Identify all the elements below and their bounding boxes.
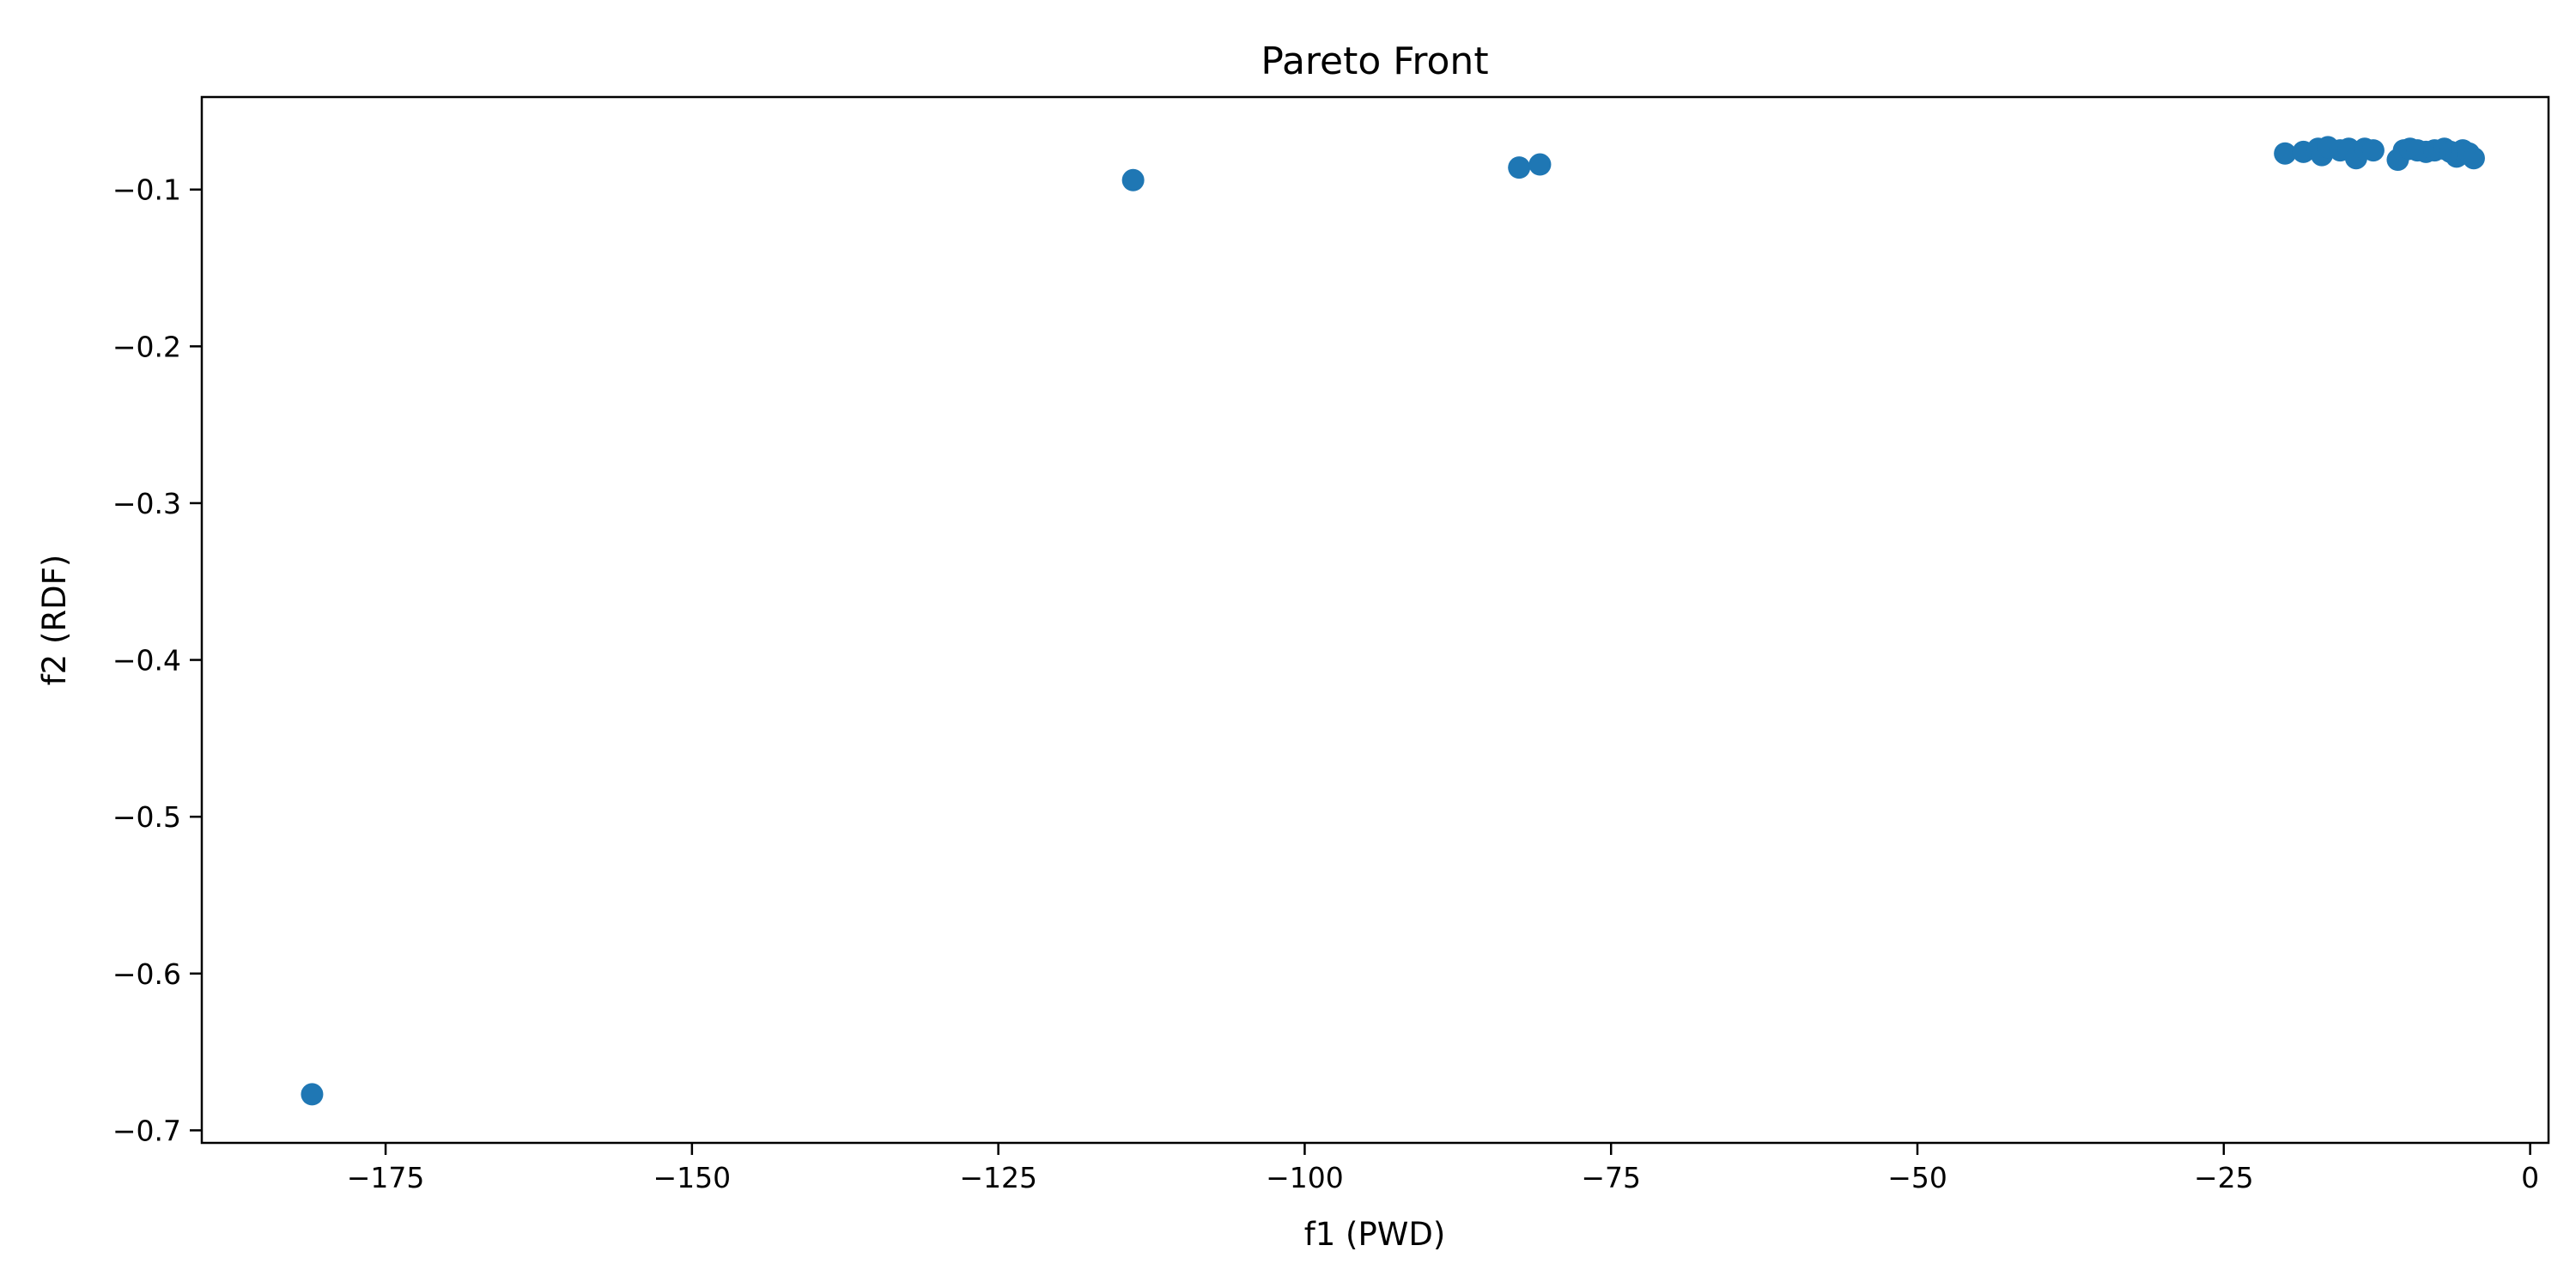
x-tick-label: 0 (2521, 1161, 2539, 1194)
x-tick-label: −50 (1887, 1161, 1947, 1194)
y-tick-label: −0.5 (112, 800, 181, 834)
y-tick-label: −0.7 (112, 1114, 181, 1147)
data-point (2361, 139, 2385, 162)
y-axis: −0.1 −0.2 −0.3 −0.4 −0.5 −0.6 −0.7 (112, 173, 202, 1147)
x-tick-label: −175 (347, 1161, 425, 1194)
x-axis: −175 −150 −125 −100 −75 −50 −25 0 (347, 1143, 2539, 1194)
x-tick-label: −75 (1581, 1161, 1641, 1194)
y-tick-label: −0.4 (112, 644, 181, 677)
x-axis-title: f1 (PWD) (1304, 1216, 1446, 1253)
x-tick-label: −100 (1266, 1161, 1344, 1194)
data-point (301, 1083, 324, 1106)
x-tick-label: −125 (959, 1161, 1037, 1194)
y-tick-label: −0.1 (112, 173, 181, 207)
y-tick-label: −0.6 (112, 957, 181, 991)
y-tick-label: −0.3 (112, 487, 181, 520)
x-tick-label: −25 (2194, 1161, 2254, 1194)
plot-frame (200, 95, 2550, 1145)
data-point (2462, 147, 2485, 170)
x-tick-label: −150 (653, 1161, 732, 1194)
data-point (1508, 156, 1531, 179)
plot-marks (301, 136, 2485, 1106)
y-tick-label: −0.2 (112, 330, 181, 363)
y-axis-title: f2 (RDF) (36, 555, 73, 686)
chart-title: Pareto Front (1261, 39, 1488, 83)
data-point (1121, 168, 1145, 191)
data-point (2274, 142, 2297, 165)
data-point (1528, 153, 1552, 176)
